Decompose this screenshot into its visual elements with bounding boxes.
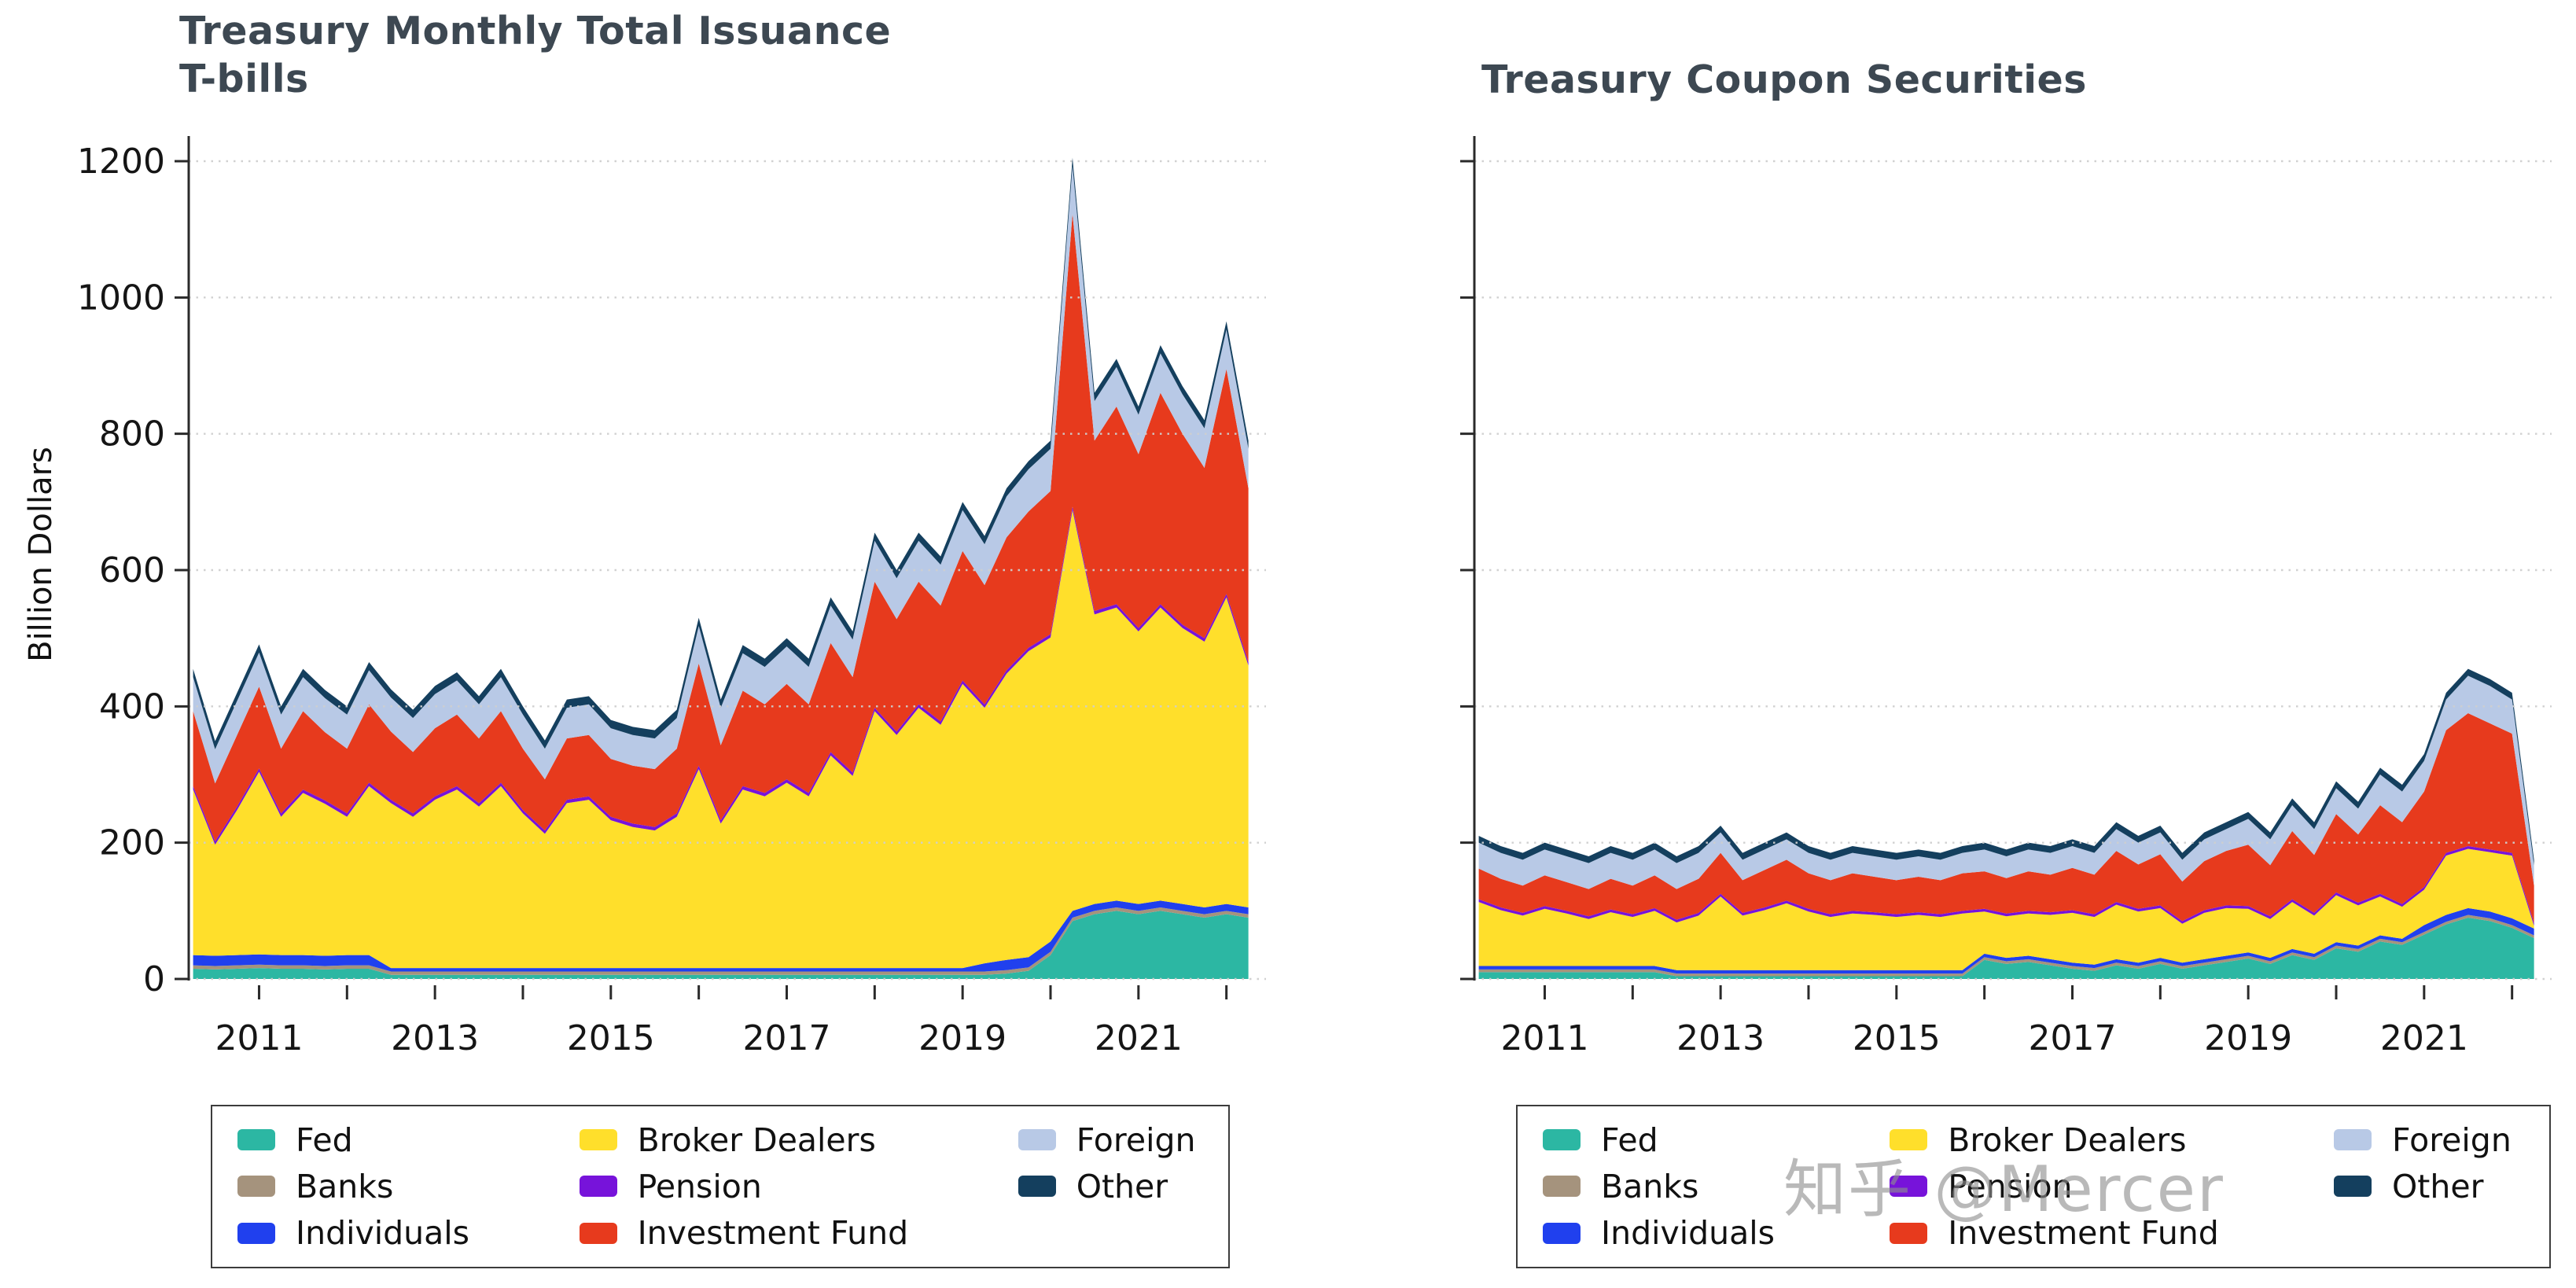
legend-label-pension: Pension: [1948, 1167, 2073, 1205]
legend-label-investment-fund: Investment Fund: [637, 1214, 909, 1253]
legend-item-investment-fund: Investment Fund: [579, 1214, 916, 1253]
legend-label-foreign: Foreign: [2392, 1121, 2512, 1159]
area-banks: [1478, 914, 2534, 977]
watermark: 知乎 @Mercer: [1783, 1153, 2225, 1226]
x-tick-label: 2015: [567, 1018, 655, 1058]
legend-item-broker-dealers: Broker Dealers: [1890, 1121, 2232, 1159]
x-tick-label: 2011: [1500, 1018, 1588, 1058]
y-tick-label: 1200: [77, 142, 165, 182]
y-tick-label: 400: [99, 686, 165, 727]
legend-label-foreign: Foreign: [1076, 1121, 1196, 1159]
y-tick-label: 0: [143, 959, 165, 999]
tbills-chart: 0 200 400 600 800 1000 1200 2011 2013 2015 2017 201…: [77, 136, 1266, 1058]
x-tick-label: 2013: [391, 1018, 479, 1058]
investment-fund-swatch-icon: [1890, 1222, 1928, 1244]
area-fed: [1478, 918, 2534, 979]
x-tick-label: 2017: [2028, 1018, 2116, 1058]
legend-item-investment-fund: Investment Fund: [1890, 1214, 2232, 1252]
area-broker-dealers: [193, 510, 1249, 969]
investment-fund-swatch-icon: [579, 1222, 617, 1244]
coupon-chart: 2011 2013 2015 2017 2019 2021: [1460, 136, 2552, 1058]
y-tick-label: 800: [99, 414, 165, 454]
legend-item-fed: Fed: [1543, 1121, 1787, 1159]
area-banks: [193, 907, 1249, 975]
pension-swatch-icon: [1890, 1176, 1928, 1198]
x-tick-label: 2021: [1095, 1018, 1183, 1058]
x-tick-label: 2011: [215, 1018, 303, 1058]
area-fed: [193, 911, 1249, 979]
individuals-swatch-icon: [237, 1222, 275, 1244]
foreign-swatch-icon: [2334, 1129, 2372, 1151]
right-legend: Fed Banks Individuals Broker Dealers Pension…: [1516, 1105, 2551, 1268]
fed-swatch-icon: [237, 1129, 275, 1151]
legend-label-other: Other: [2392, 1167, 2484, 1205]
area-individuals: [193, 900, 1249, 972]
area-individuals: [1478, 907, 2534, 974]
individuals-swatch-icon: [1543, 1222, 1581, 1244]
fed-swatch-icon: [1543, 1129, 1581, 1151]
left-chart-title-line2: T-bills: [179, 56, 309, 101]
x-tick-label: 2017: [742, 1018, 830, 1058]
legend-item-pension: Pension: [579, 1167, 916, 1205]
legend-item-fed: Fed: [237, 1121, 477, 1159]
legend-item-pension: Pension: [1890, 1168, 2232, 1205]
legend-item-foreign: Foreign: [1018, 1121, 1203, 1159]
banks-swatch-icon: [237, 1176, 275, 1198]
y-tick-label: 600: [99, 550, 165, 591]
right-chart-title: Treasury Coupon Securities: [1481, 57, 2087, 102]
legend-label-fed: Fed: [1601, 1121, 1658, 1159]
legend-item-other: Other: [1018, 1168, 1203, 1205]
left-legend: Fed Banks Individuals Broker Dealers Pension…: [211, 1105, 1230, 1268]
legend-label-banks: Banks: [296, 1167, 394, 1205]
area-broker-dealers: [1478, 848, 2534, 970]
legend-label-investment-fund: Investment Fund: [1948, 1214, 2219, 1253]
x-tick-label: 2013: [1676, 1018, 1765, 1058]
broker-dealers-swatch-icon: [579, 1129, 617, 1151]
legend-item-foreign: Foreign: [2334, 1121, 2524, 1159]
legend-label-pension: Pension: [637, 1167, 762, 1205]
foreign-swatch-icon: [1018, 1129, 1056, 1151]
other-swatch-icon: [1018, 1176, 1056, 1198]
y-tick-label: 1000: [77, 278, 165, 318]
area-pension: [1478, 846, 2534, 926]
banks-swatch-icon: [1543, 1176, 1581, 1198]
legend-label-individuals: Individuals: [1601, 1214, 1776, 1253]
left-chart-title: Treasury Monthly Total Issuance T-bills: [179, 8, 891, 104]
x-tick-label: 2015: [1853, 1018, 1941, 1058]
legend-item-broker-dealers: Broker Dealers: [579, 1121, 916, 1159]
area-investment-fund: [193, 213, 1249, 841]
area-foreign: [1478, 675, 2534, 889]
area-other: [193, 157, 1249, 749]
legend-item-individuals: Individuals: [1543, 1214, 1787, 1252]
legend-item-individuals: Individuals: [237, 1214, 477, 1252]
legend-item-other: Other: [2334, 1168, 2524, 1205]
legend-label-broker-dealers: Broker Dealers: [1948, 1121, 2187, 1159]
legend-label-banks: Banks: [1601, 1167, 1699, 1205]
left-chart-title-line1: Treasury Monthly Total Issuance: [179, 9, 892, 53]
legend-label-fed: Fed: [296, 1121, 353, 1159]
x-tick-label: 2019: [2204, 1018, 2292, 1058]
area-investment-fund: [1478, 713, 2534, 923]
legend-item-banks: Banks: [237, 1168, 477, 1205]
y-tick-label: 200: [99, 823, 165, 863]
x-tick-label: 2021: [2380, 1018, 2468, 1058]
area-foreign: [193, 166, 1249, 784]
broker-dealers-swatch-icon: [1890, 1129, 1928, 1151]
other-swatch-icon: [2334, 1176, 2372, 1198]
legend-label-other: Other: [1076, 1167, 1168, 1205]
legend-item-banks: Banks: [1543, 1168, 1787, 1205]
legend-label-individuals: Individuals: [296, 1214, 470, 1253]
legend-label-broker-dealers: Broker Dealers: [637, 1121, 876, 1159]
pension-swatch-icon: [579, 1176, 617, 1198]
x-tick-label: 2019: [918, 1018, 1006, 1058]
